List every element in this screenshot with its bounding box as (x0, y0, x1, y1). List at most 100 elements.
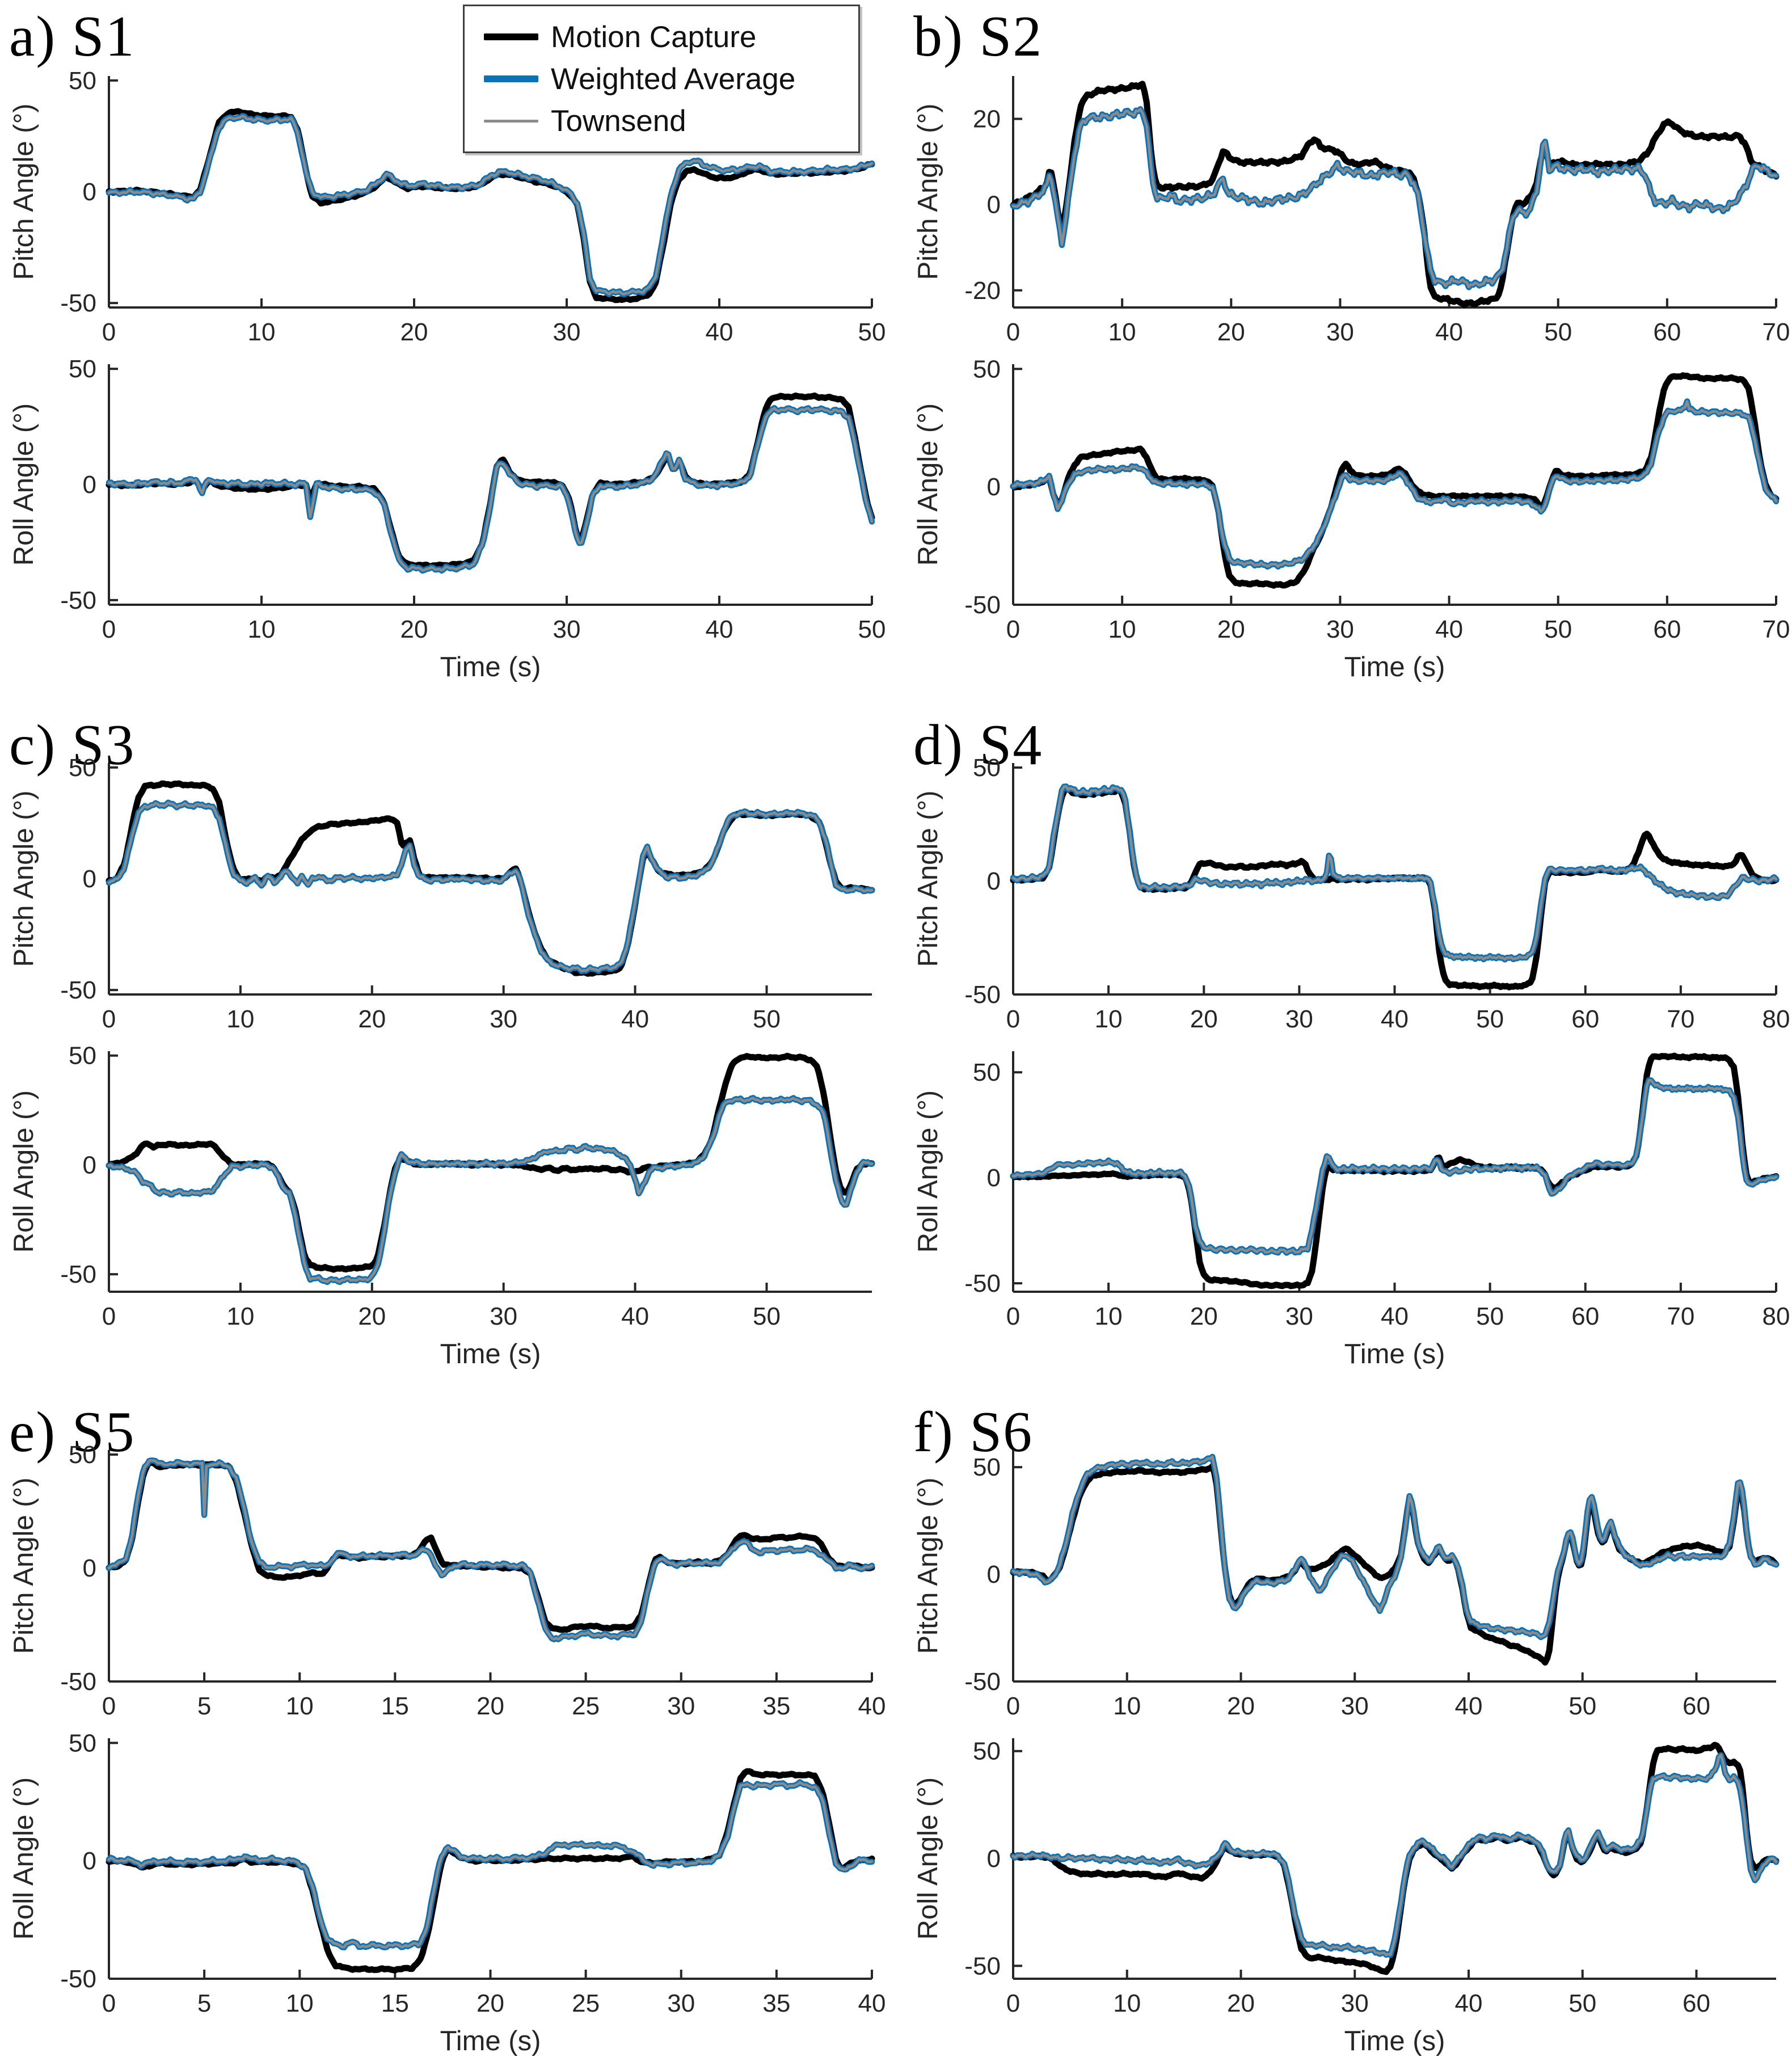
svg-text:40: 40 (1435, 616, 1463, 643)
legend: Motion Capture Weighted Average Townsend (463, 5, 860, 153)
svg-text:50: 50 (1544, 616, 1572, 643)
svg-text:10: 10 (248, 318, 276, 346)
legend-label: Motion Capture (551, 20, 757, 54)
legend-label: Weighted Average (551, 62, 796, 96)
svg-text:0: 0 (83, 1847, 96, 1875)
svg-text:60: 60 (1683, 1990, 1710, 2017)
svg-text:0: 0 (1006, 616, 1020, 643)
panel-title-s2: b) S2 (913, 5, 1043, 69)
svg-text:10: 10 (1108, 318, 1136, 346)
svg-text:0: 0 (83, 865, 96, 893)
svg-text:80: 80 (1763, 1005, 1790, 1033)
svg-text:35: 35 (762, 1990, 790, 2017)
svg-text:50: 50 (69, 355, 96, 383)
svg-text:50: 50 (973, 754, 1001, 782)
svg-text:25: 25 (572, 1692, 600, 1720)
svg-text:50: 50 (753, 1303, 781, 1330)
svg-text:30: 30 (553, 616, 581, 643)
svg-text:30: 30 (1326, 616, 1354, 643)
svg-text:30: 30 (1326, 318, 1354, 346)
svg-text:Roll Angle (°): Roll Angle (°) (913, 1777, 943, 1940)
svg-text:0: 0 (1006, 1303, 1020, 1330)
legend-item-townsend: Townsend (465, 103, 858, 139)
svg-text:15: 15 (381, 1990, 409, 2017)
svg-text:-50: -50 (964, 1270, 1001, 1297)
legend-item-motion-capture: Motion Capture (465, 19, 858, 55)
legend-line-townsend-icon (484, 119, 538, 123)
svg-text:50: 50 (973, 1453, 1001, 1481)
svg-text:10: 10 (286, 1990, 314, 2017)
svg-text:40: 40 (1381, 1005, 1409, 1033)
svg-text:20: 20 (358, 1303, 386, 1330)
svg-text:40: 40 (1435, 318, 1463, 346)
svg-text:0: 0 (1006, 1692, 1020, 1720)
svg-text:0: 0 (83, 471, 96, 499)
panel-s5: e) S5 0 5 10 15 20 25 30 35 40 -50 0 50 Pitch Angle … (0, 1374, 888, 2061)
svg-text:30: 30 (1285, 1303, 1313, 1330)
svg-text:Roll Angle (°): Roll Angle (°) (913, 1090, 943, 1253)
svg-text:50: 50 (69, 754, 96, 782)
svg-text:70: 70 (1667, 1005, 1694, 1033)
svg-text:10: 10 (1095, 1005, 1123, 1033)
svg-text:Pitch Angle (°): Pitch Angle (°) (913, 103, 943, 280)
svg-text:-50: -50 (60, 976, 96, 1004)
legend-line-motion-capture-icon (484, 33, 538, 40)
svg-text:0: 0 (83, 178, 96, 206)
svg-text:0: 0 (987, 473, 1001, 501)
panel-s4: d) S4 0 10 20 30 40 50 60 70 80 -50 0 50 Pitch Angle… (904, 687, 1792, 1374)
svg-text:10: 10 (248, 616, 276, 643)
svg-text:Roll Angle (°): Roll Angle (°) (9, 403, 39, 566)
svg-text:0: 0 (987, 1164, 1001, 1192)
svg-text:0: 0 (987, 867, 1001, 895)
svg-text:50: 50 (1476, 1005, 1504, 1033)
svg-text:-50: -50 (964, 981, 1001, 1009)
legend-item-weighted-average: Weighted Average (465, 61, 858, 97)
svg-text:0: 0 (102, 1005, 116, 1033)
svg-text:20: 20 (1190, 1303, 1218, 1330)
svg-text:50: 50 (69, 1441, 96, 1469)
svg-text:70: 70 (1763, 318, 1790, 346)
svg-text:30: 30 (1285, 1005, 1313, 1033)
panel-s1: a) S1 Motion Capture Weighted Average To… (0, 0, 888, 687)
svg-text:-50: -50 (964, 1668, 1001, 1696)
svg-text:Pitch Angle (°): Pitch Angle (°) (913, 1477, 943, 1654)
svg-text:Time (s): Time (s) (1344, 652, 1445, 682)
svg-text:40: 40 (1455, 1990, 1483, 2017)
svg-text:0: 0 (102, 1303, 116, 1330)
svg-text:60: 60 (1571, 1303, 1599, 1330)
svg-text:50: 50 (69, 1042, 96, 1070)
svg-text:20: 20 (1227, 1692, 1255, 1720)
svg-text:20: 20 (358, 1005, 386, 1033)
svg-text:10: 10 (1095, 1303, 1123, 1330)
svg-text:20: 20 (1190, 1005, 1218, 1033)
svg-text:25: 25 (572, 1990, 600, 2017)
svg-text:Time (s): Time (s) (1344, 2026, 1445, 2056)
svg-text:Time (s): Time (s) (1344, 1339, 1445, 1369)
svg-text:40: 40 (858, 1692, 886, 1720)
panel-s2: b) S2 0 10 20 30 40 50 60 70 -20 0 20 Pitch Angle (… (904, 0, 1792, 687)
svg-text:Pitch Angle (°): Pitch Angle (°) (9, 790, 39, 967)
svg-text:40: 40 (1455, 1692, 1483, 1720)
svg-text:Roll Angle (°): Roll Angle (°) (9, 1777, 39, 1940)
svg-text:50: 50 (973, 355, 1001, 383)
svg-text:0: 0 (102, 318, 116, 346)
svg-text:40: 40 (621, 1005, 649, 1033)
svg-text:Time (s): Time (s) (440, 652, 541, 682)
svg-text:0: 0 (1006, 1005, 1020, 1033)
svg-text:10: 10 (226, 1303, 254, 1330)
svg-text:30: 30 (1341, 1692, 1369, 1720)
svg-text:70: 70 (1667, 1303, 1694, 1330)
svg-text:40: 40 (621, 1303, 649, 1330)
svg-text:10: 10 (1108, 616, 1136, 643)
svg-text:20: 20 (477, 1990, 504, 2017)
svg-text:20: 20 (400, 616, 428, 643)
svg-text:-50: -50 (60, 1261, 96, 1288)
svg-text:Pitch Angle (°): Pitch Angle (°) (9, 103, 39, 280)
svg-text:-50: -50 (964, 1952, 1001, 1980)
